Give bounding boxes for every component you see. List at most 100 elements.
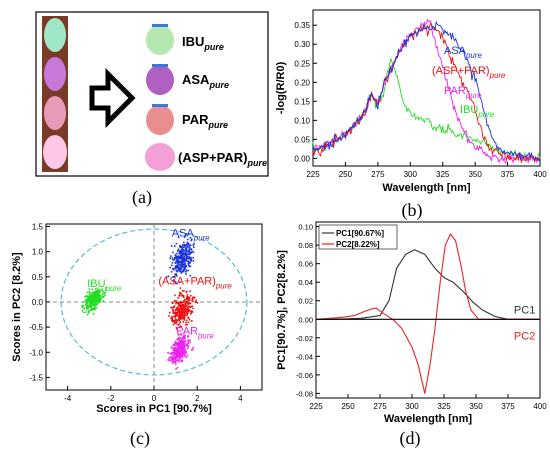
point [181, 247, 184, 250]
x-tick-label: 225 [306, 170, 320, 179]
point [183, 300, 185, 302]
label-ibu: IBUpure [87, 278, 122, 293]
point [174, 319, 176, 322]
point [94, 303, 97, 306]
point [85, 311, 87, 313]
point [99, 289, 101, 292]
point [171, 362, 174, 365]
point [81, 310, 84, 312]
point [89, 299, 91, 302]
point [193, 296, 196, 299]
point [177, 337, 180, 340]
point [185, 311, 188, 313]
point [179, 270, 181, 272]
point [184, 254, 187, 257]
point [191, 320, 193, 322]
point [193, 242, 195, 245]
point [188, 297, 191, 300]
point [177, 344, 179, 347]
point [182, 301, 185, 303]
render-ibu [146, 25, 174, 55]
point [180, 357, 182, 359]
point [83, 308, 86, 310]
point [183, 313, 185, 315]
render-asa [146, 65, 174, 95]
point [183, 342, 186, 345]
point [176, 328, 178, 331]
point [178, 339, 181, 342]
point [171, 353, 173, 355]
point [99, 291, 101, 293]
point [180, 292, 182, 295]
point [189, 299, 191, 301]
point [187, 262, 190, 264]
point [175, 350, 178, 353]
point [190, 256, 192, 259]
point [93, 292, 96, 295]
point [178, 360, 180, 363]
label-asa: ASApure [172, 228, 210, 243]
point [179, 336, 181, 339]
point [96, 298, 99, 301]
point [174, 265, 177, 267]
point [186, 323, 188, 326]
hollow-right-arrow-icon [89, 67, 136, 129]
point [179, 287, 182, 289]
point [185, 291, 188, 293]
point [176, 259, 179, 261]
point [172, 267, 175, 270]
point [91, 293, 94, 295]
legend-par: PARpure [444, 85, 482, 100]
point [86, 313, 89, 316]
point [90, 302, 92, 305]
point [177, 333, 180, 336]
point [183, 253, 186, 255]
point [183, 310, 185, 312]
point [94, 300, 97, 303]
point [174, 361, 177, 364]
point [178, 336, 180, 339]
point [177, 319, 179, 321]
point [88, 295, 91, 297]
point [192, 307, 194, 310]
point [178, 264, 180, 266]
point [82, 305, 84, 308]
point [104, 289, 107, 292]
point [177, 305, 180, 308]
point [180, 312, 182, 315]
annotation-pc2: PC2 [514, 331, 535, 343]
point [172, 347, 174, 349]
point [187, 260, 190, 263]
chart-b: 225 250 275 300 325 350 375 400 0.00 0.05 0.10 0.15… [275, 9, 547, 194]
point [178, 257, 181, 260]
point [169, 257, 171, 260]
series-asa [312, 20, 541, 161]
point [183, 241, 185, 244]
point [174, 344, 177, 346]
point [174, 312, 177, 315]
y-tick-label: 0.35 [294, 21, 310, 30]
point [168, 315, 170, 317]
cluster-ibu [81, 287, 107, 316]
point [99, 300, 102, 302]
point [184, 244, 186, 246]
point [184, 263, 187, 265]
point [187, 336, 189, 338]
point [176, 250, 179, 253]
x-tick-label: 225 [309, 402, 323, 411]
series-pc1 [316, 249, 540, 320]
point [85, 306, 88, 308]
point [93, 308, 96, 311]
point [167, 275, 170, 278]
point [180, 304, 182, 306]
point [189, 253, 191, 255]
point [179, 359, 181, 361]
point [174, 314, 177, 316]
point [186, 294, 189, 296]
point [183, 317, 186, 320]
point [94, 290, 96, 293]
point [182, 253, 184, 255]
point [194, 301, 197, 303]
point [190, 251, 193, 254]
